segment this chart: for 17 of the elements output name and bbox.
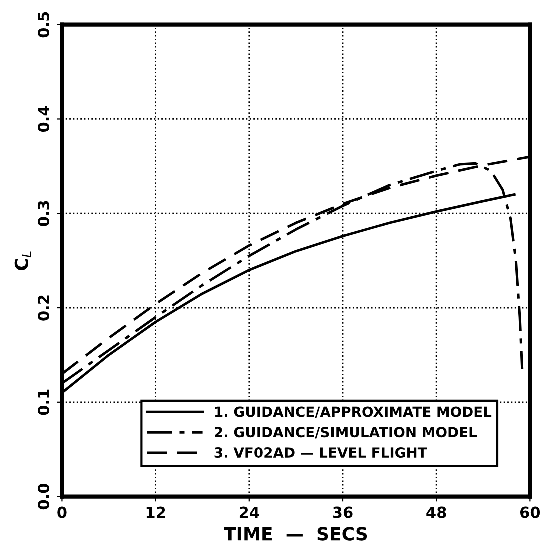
x-axis-title: TIME — SECS bbox=[224, 527, 368, 541]
y-tick-label: 0.1 bbox=[38, 390, 50, 416]
x-tick-label: 48 bbox=[426, 506, 446, 518]
x-tick-label: 60 bbox=[520, 506, 540, 518]
x-tick-label: 36 bbox=[333, 506, 353, 518]
y-tick-label: 0.5 bbox=[38, 12, 50, 38]
legend-label: 1. GUIDANCE/APPROXIMATE MODEL bbox=[215, 406, 492, 418]
y-axis-title: C$_{L}$ bbox=[14, 252, 32, 270]
x-tick-label: 0 bbox=[58, 506, 67, 518]
y-tick-label: 0.3 bbox=[38, 201, 50, 226]
legend-label: 3. VF02AD — LEVEL FLIGHT bbox=[214, 448, 428, 458]
legend-label: 2. GUIDANCE/SIMULATION MODEL bbox=[215, 427, 477, 439]
y-tick-label: 0.0 bbox=[38, 484, 50, 510]
x-tick-label: 12 bbox=[146, 506, 166, 518]
x-tick-label: 24 bbox=[240, 506, 260, 518]
y-tick-label: 0.2 bbox=[38, 296, 50, 321]
y-tick-label: 0.4 bbox=[38, 106, 50, 132]
